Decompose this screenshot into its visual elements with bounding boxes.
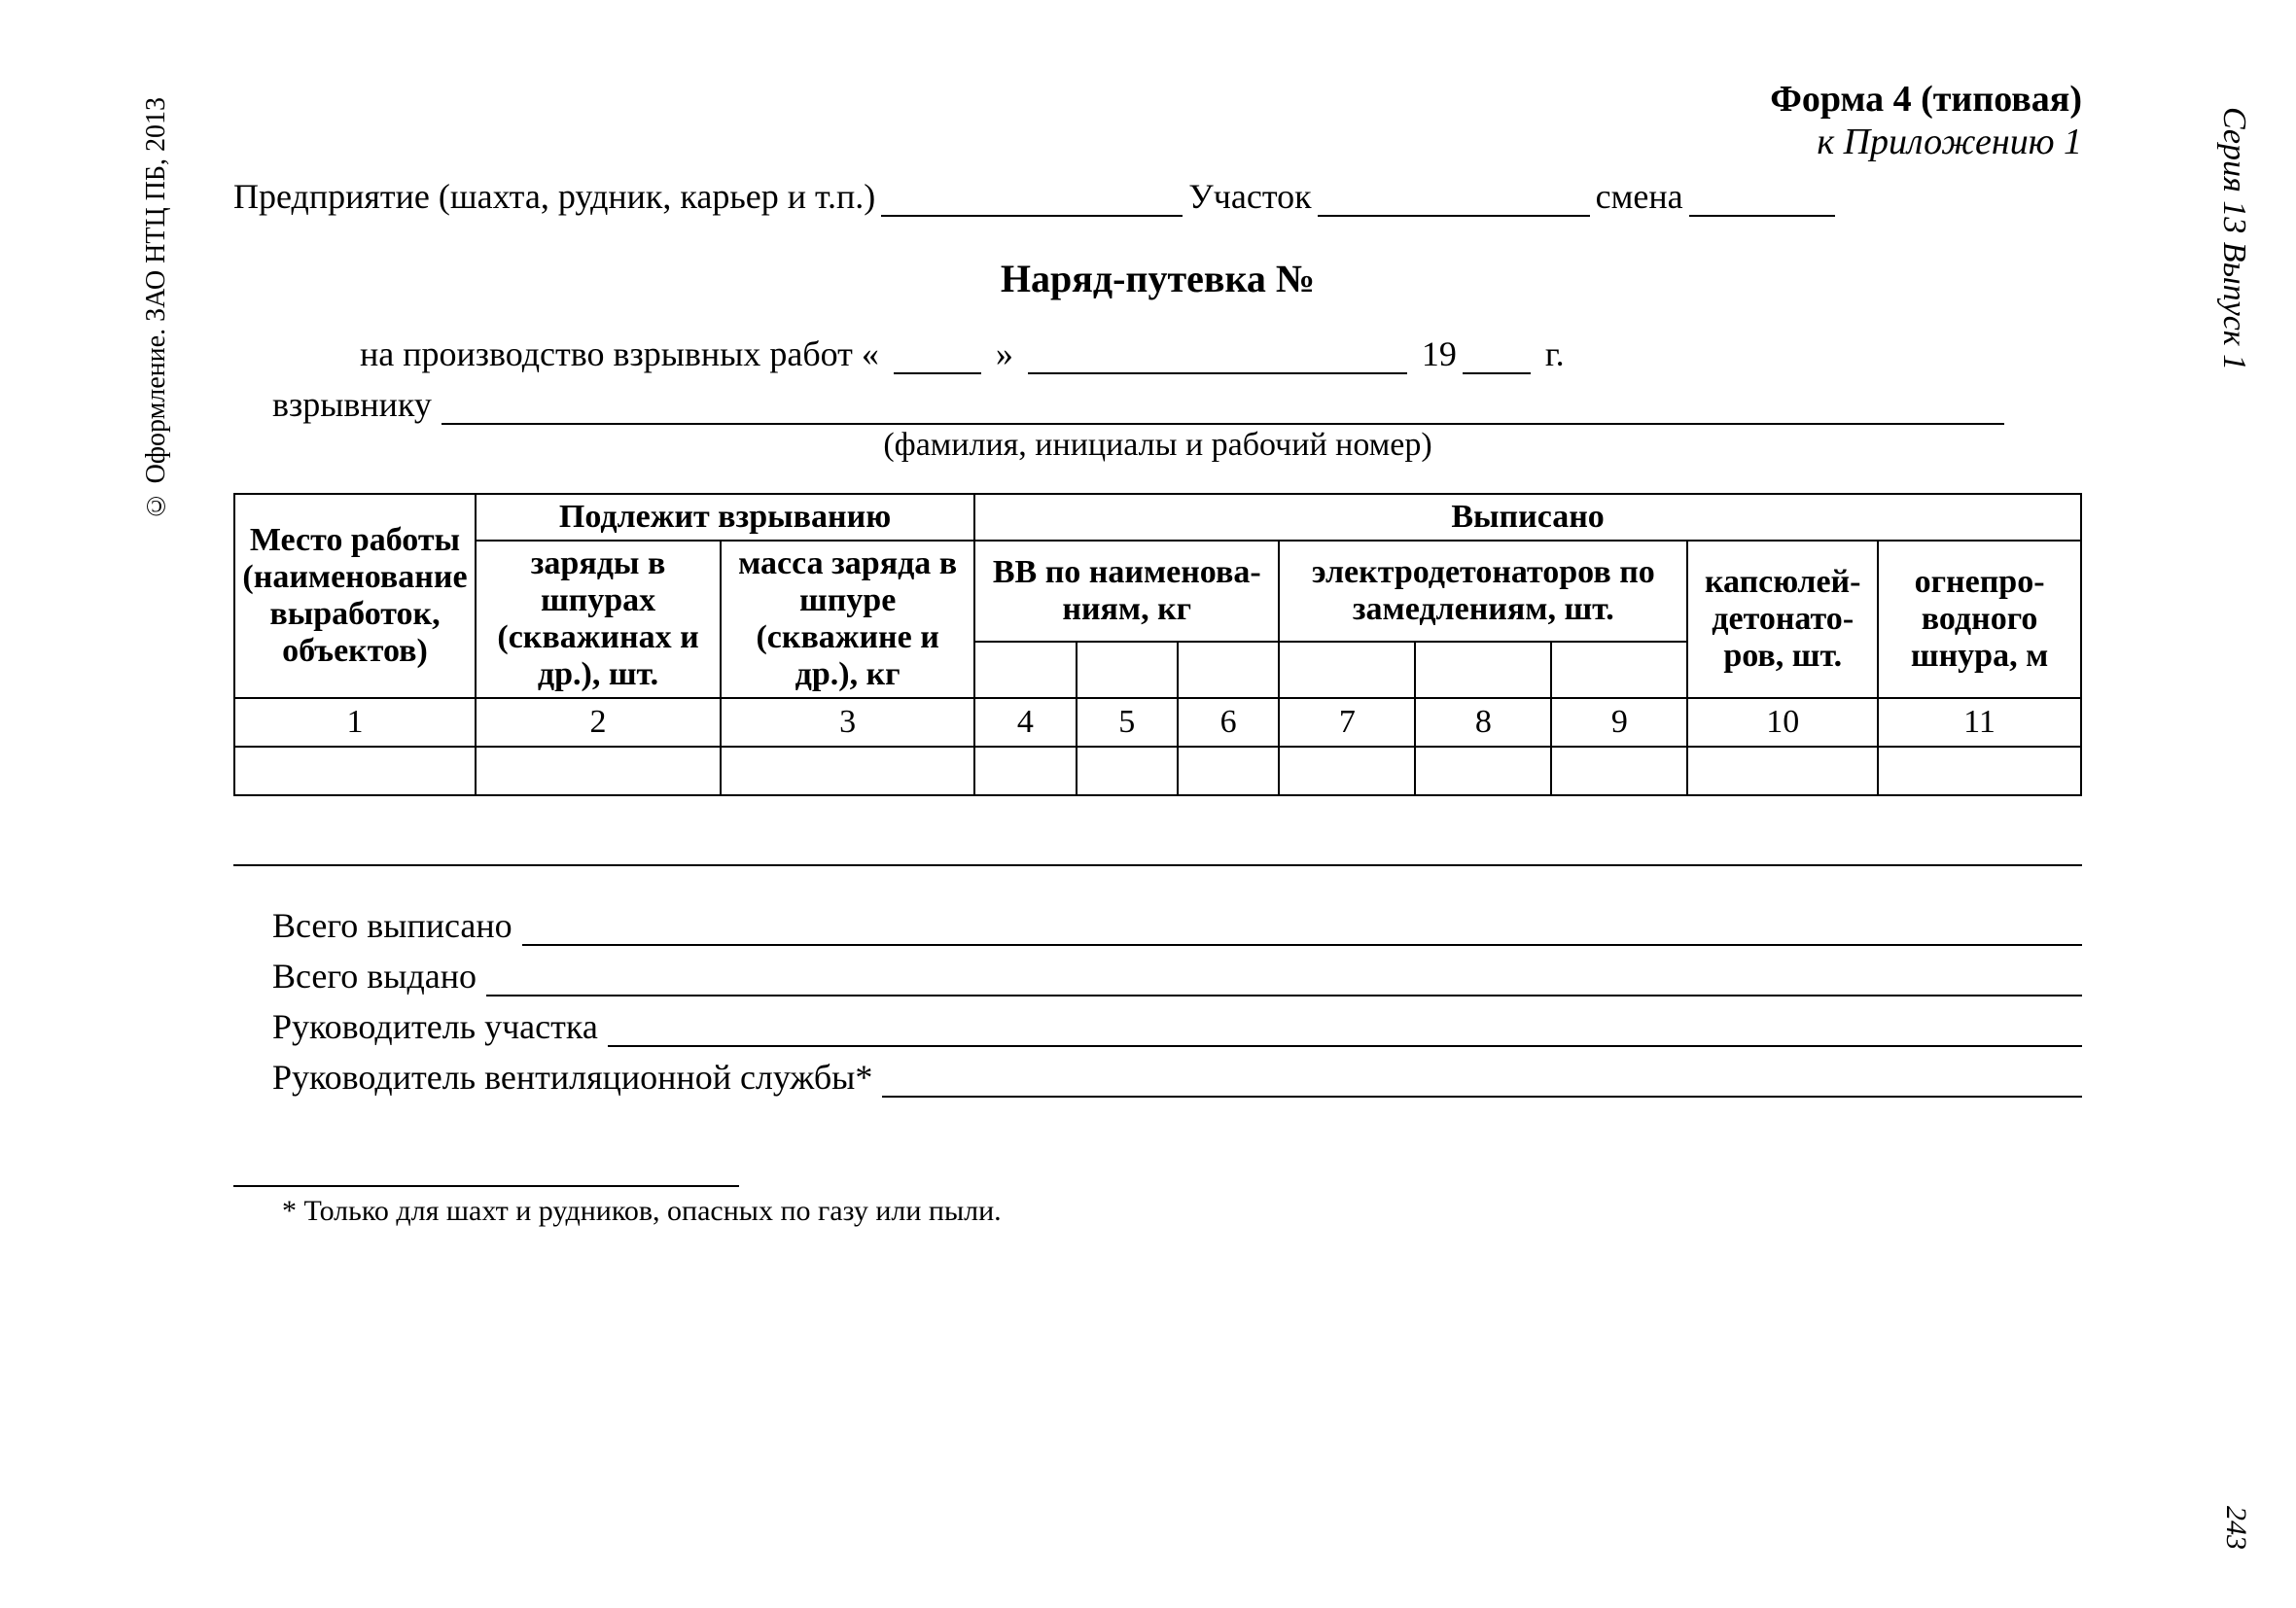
cell-11[interactable] xyxy=(1878,747,2081,795)
cell-4[interactable] xyxy=(974,747,1076,795)
cell-6[interactable] xyxy=(1178,747,1279,795)
content-area: Форма 4 (типовая) к Приложению 1 Предпри… xyxy=(233,78,2082,1228)
total-issued-line: Всего выписано xyxy=(272,905,2082,946)
colnum-4: 4 xyxy=(974,698,1076,747)
th-issued: Выписано xyxy=(974,494,2081,541)
cell-3[interactable] xyxy=(721,747,974,795)
th-subject: Подлежит взрыванию xyxy=(476,494,974,541)
form-title: Форма 4 (типовая) xyxy=(1770,79,2082,120)
vent-head-line: Руководитель вентиляционной службы* xyxy=(272,1057,2082,1098)
colnum-10: 10 xyxy=(1687,698,1878,747)
cell-7[interactable] xyxy=(1279,747,1415,795)
colnum-11: 11 xyxy=(1878,698,2081,747)
site-blank[interactable] xyxy=(1318,173,1590,217)
site-head-label: Руководитель участка xyxy=(272,1006,608,1047)
total-given-line: Всего выдано xyxy=(272,956,2082,996)
right-margin-series: Серия 13 Выпуск 1 xyxy=(2215,107,2252,370)
cell-8[interactable] xyxy=(1415,747,1551,795)
year-suffix: г. xyxy=(1545,334,1565,373)
colnum-5: 5 xyxy=(1077,698,1178,747)
table-header-row-2: заряды в шпурах (скважинах и др.), шт. м… xyxy=(234,541,2081,642)
blaster-caption: (фамилия, инициалы и рабочий номер) xyxy=(233,427,2082,464)
colnum-7: 7 xyxy=(1279,698,1415,747)
th-vv-3 xyxy=(1178,642,1279,698)
page: © Оформление. ЗАО НТЦ ПБ, 2013 Серия 13 … xyxy=(0,0,2296,1608)
main-table: Место работы (наимено­вание вы­работок, … xyxy=(233,493,2082,796)
document-title: Наряд-путевка № xyxy=(233,256,2082,301)
year-prefix: 19 xyxy=(1422,334,1457,373)
shift-blank[interactable] xyxy=(1689,173,1835,217)
colnum-6: 6 xyxy=(1178,698,1279,747)
blaster-line: взрывнику xyxy=(233,380,2082,424)
colnum-8: 8 xyxy=(1415,698,1551,747)
cell-10[interactable] xyxy=(1687,747,1878,795)
th-caps: капсю­лей-де­тонато­ров, шт. xyxy=(1687,541,1878,698)
th-vv-2 xyxy=(1077,642,1178,698)
cell-9[interactable] xyxy=(1551,747,1687,795)
form-subtitle: к Приложению 1 xyxy=(1817,122,2082,162)
cell-1[interactable] xyxy=(234,747,476,795)
enterprise-blank[interactable] xyxy=(881,173,1183,217)
column-number-row: 1 2 3 4 5 6 7 8 9 10 11 xyxy=(234,698,2081,747)
left-margin-copyright: © Оформление. ЗАО НТЦ ПБ, 2013 xyxy=(141,97,172,520)
works-mid: » xyxy=(996,334,1013,373)
year-blank[interactable] xyxy=(1463,331,1531,374)
table-header-row-1: Место работы (наимено­вание вы­работок, … xyxy=(234,494,2081,541)
site-head-blank[interactable] xyxy=(608,1006,2082,1047)
form-header: Форма 4 (типовая) к Приложению 1 xyxy=(233,78,2082,163)
shift-label: смена xyxy=(1596,176,1683,217)
enterprise-line: Предприятие (шахта, рудник, карьер и т.п… xyxy=(233,173,2082,217)
th-det-3 xyxy=(1551,642,1687,698)
th-cord: огнепро­водного шнура, м xyxy=(1878,541,2081,698)
total-issued-label: Всего выписано xyxy=(272,905,522,946)
separator-rule xyxy=(233,864,2082,866)
vent-head-label: Руководитель вентиляционной службы* xyxy=(272,1057,882,1098)
site-label: Участок xyxy=(1188,176,1311,217)
total-given-blank[interactable] xyxy=(486,956,2082,996)
footnote-separator xyxy=(233,1185,739,1187)
th-place: Место работы (наимено­вание вы­работок, … xyxy=(234,494,476,698)
site-head-line: Руководитель участка xyxy=(272,1006,2082,1047)
cell-5[interactable] xyxy=(1077,747,1178,795)
colnum-3: 3 xyxy=(721,698,974,747)
blaster-label: взрывнику xyxy=(272,384,432,425)
th-detonators: электродетонаторов по замедлениям, шт. xyxy=(1279,541,1687,642)
colnum-9: 9 xyxy=(1551,698,1687,747)
footnote-text: * Только для шахт и рудников, опасных по… xyxy=(233,1195,2082,1228)
works-prefix: на производство взрывных работ « xyxy=(360,334,879,373)
colnum-1: 1 xyxy=(234,698,476,747)
page-number: 243 xyxy=(2219,1506,2252,1550)
cell-2[interactable] xyxy=(476,747,721,795)
vent-head-blank[interactable] xyxy=(882,1057,2082,1098)
th-det-2 xyxy=(1415,642,1551,698)
enterprise-label: Предприятие (шахта, рудник, карьер и т.п… xyxy=(233,176,875,217)
th-vv: ВВ по наименова­ниям, кг xyxy=(974,541,1279,642)
th-mass: масса заря­да в шпуре (скважине и др.), … xyxy=(721,541,974,698)
colnum-2: 2 xyxy=(476,698,721,747)
works-date-line: на производство взрывных работ « » 19 г. xyxy=(233,331,2082,374)
day-blank[interactable] xyxy=(894,331,981,374)
total-issued-blank[interactable] xyxy=(522,905,2082,946)
th-det-1 xyxy=(1279,642,1415,698)
total-given-label: Всего выдано xyxy=(272,956,486,996)
month-blank[interactable] xyxy=(1028,331,1407,374)
empty-data-row xyxy=(234,747,2081,795)
blaster-blank[interactable] xyxy=(442,380,2004,424)
th-vv-1 xyxy=(974,642,1076,698)
th-charges: заряды в шпурах (скважинах и др.), шт. xyxy=(476,541,721,698)
